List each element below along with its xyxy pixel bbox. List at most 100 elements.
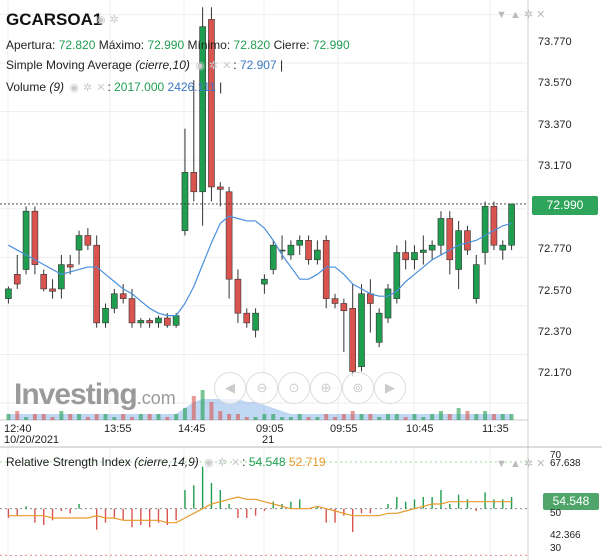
- rsi-value-tag: 54.548: [543, 493, 599, 510]
- apertura-value: 72.820: [58, 38, 96, 52]
- rsi-ma-value: 52.719: [288, 455, 326, 469]
- candle-body: [40, 274, 48, 290]
- candle-body: [420, 249, 427, 253]
- volume-bar: [191, 396, 196, 420]
- candle-body: [269, 244, 277, 270]
- volume-bar: [377, 417, 382, 420]
- last-price-tag: 72.990: [532, 196, 598, 215]
- investing-logo: Investing.com: [14, 378, 176, 411]
- volume-bar: [174, 414, 179, 420]
- volume-legend: Volume (9) ◉ ✲ ✕: 2017.000 2426.111 |: [6, 80, 223, 94]
- volume-bar: [315, 417, 320, 420]
- rsi-tick-label: 50: [550, 508, 562, 519]
- candle-body: [119, 293, 127, 299]
- sma-line: [8, 215, 512, 317]
- candle-body: [375, 312, 383, 343]
- candle-body: [340, 303, 348, 312]
- x-tick-label: 11:35: [482, 423, 509, 435]
- rsi-tick-label: 30: [550, 543, 562, 554]
- candle-body: [411, 252, 418, 261]
- sma-value: 72.907: [239, 58, 277, 72]
- candle-body: [199, 26, 206, 193]
- candle-body: [358, 293, 365, 367]
- scroll-right-icon[interactable]: ▶: [374, 372, 406, 404]
- rsi-ma-line: [8, 496, 512, 524]
- close-icon[interactable]: ✕: [222, 60, 232, 72]
- volume-bar: [306, 417, 311, 420]
- cierre-label: Cierre:: [273, 38, 310, 52]
- volume-bar: [235, 414, 240, 420]
- cierre-value: 72.990: [312, 38, 350, 52]
- candle-body: [208, 19, 215, 188]
- volume-bar: [500, 414, 505, 420]
- maximo-label: Máximo:: [98, 38, 145, 52]
- ohlc-legend: Apertura: 72.820 Máximo: 72.990 Mínimo: …: [6, 38, 350, 52]
- gear-icon[interactable]: ✲: [83, 82, 93, 94]
- candle-body: [172, 315, 180, 326]
- candle-body: [66, 264, 74, 268]
- volume-bar: [121, 414, 126, 420]
- candle-body: [296, 240, 304, 246]
- candle-body: [455, 230, 462, 270]
- sma-label: Simple Moving Average: [6, 58, 132, 72]
- candle-body: [181, 172, 189, 231]
- volume-bar: [41, 414, 46, 420]
- close-icon[interactable]: ✕: [230, 457, 241, 469]
- volume-bar: [341, 414, 346, 420]
- volume-bar: [24, 417, 29, 420]
- maximo-value: 72.990: [147, 38, 185, 52]
- symbol-title: GCARSOA1: [6, 10, 103, 29]
- volume-bar: [412, 414, 417, 420]
- candle-body: [155, 317, 162, 324]
- pane-controls[interactable]: ▼ ▲ ✲ ✕: [496, 9, 546, 21]
- gear-icon: ✲: [109, 14, 119, 26]
- eye-icon[interactable]: ◉: [204, 457, 214, 469]
- volume-bar: [6, 414, 11, 420]
- eye-icon[interactable]: ◉: [69, 82, 79, 94]
- candle-body: [111, 293, 118, 309]
- rsi-value: 54.548: [248, 455, 286, 469]
- fit-icon[interactable]: ⊚: [342, 372, 374, 404]
- volume-bar: [209, 402, 214, 420]
- candle-body: [252, 312, 259, 331]
- candle-body: [349, 308, 356, 372]
- volume-bar: [244, 417, 249, 420]
- candle-body: [5, 288, 12, 299]
- candle-body: [499, 244, 507, 251]
- candle-body: [22, 210, 30, 270]
- volume-bar: [483, 411, 488, 420]
- volume-bar: [438, 411, 443, 420]
- candle-body: [287, 244, 295, 256]
- volume-label: Volume: [6, 80, 47, 94]
- volume-bar: [227, 414, 232, 420]
- candle-body: [446, 218, 454, 261]
- eye-icon[interactable]: ◉: [195, 60, 205, 72]
- candle-body: [190, 172, 198, 193]
- candle-body: [472, 264, 480, 299]
- candle-body: [402, 252, 409, 261]
- zoom-out-icon[interactable]: ⊖: [246, 372, 278, 404]
- volume-bar: [32, 414, 37, 420]
- zoom-in-icon[interactable]: ⊕: [310, 372, 342, 404]
- scroll-left-icon[interactable]: ◀: [214, 372, 246, 404]
- rsi-tick-label: 42.366: [550, 530, 581, 541]
- rsi-tick-label: 67.638: [550, 458, 581, 469]
- volume-bar: [200, 390, 205, 420]
- candle-body: [49, 288, 56, 292]
- reset-icon[interactable]: ⊙: [278, 372, 310, 404]
- x-tick-label: 13:55: [104, 423, 132, 435]
- volume-bar: [130, 417, 134, 420]
- volume-bar: [394, 414, 399, 420]
- volume-bar: [491, 414, 496, 420]
- close-icon[interactable]: ✕: [96, 82, 106, 94]
- gear-icon[interactable]: ✲: [208, 60, 219, 72]
- rsi-pane-controls[interactable]: ▼ ▲ ✲ ✕: [496, 458, 546, 470]
- candle-body: [128, 298, 136, 324]
- volume-bar: [403, 417, 408, 420]
- x-tick-label: 12:40: [4, 423, 32, 435]
- volume-bar: [147, 414, 152, 420]
- volume-bar: [165, 417, 170, 420]
- y-tick-label: 73.570: [538, 77, 572, 89]
- gear-icon[interactable]: ✲: [217, 457, 227, 469]
